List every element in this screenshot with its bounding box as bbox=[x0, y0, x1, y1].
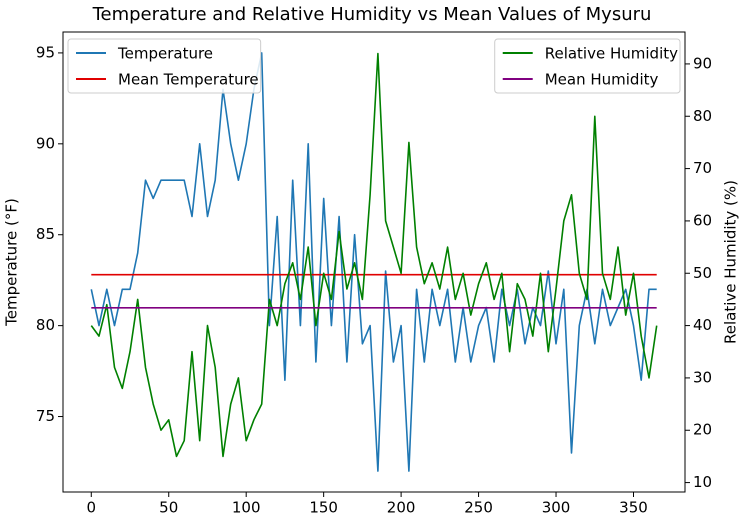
x-tick-label: 50 bbox=[159, 499, 178, 517]
y2-tick-label: 60 bbox=[693, 211, 712, 229]
y-tick-label: 75 bbox=[36, 407, 55, 425]
series-line bbox=[90, 52, 658, 458]
legend-label: Relative Humidity bbox=[545, 45, 678, 63]
y-axis-label: Temperature (°F) bbox=[3, 198, 21, 327]
series-line bbox=[90, 52, 657, 472]
y-tick-label: 80 bbox=[36, 316, 55, 334]
legend: Relative Humidity Mean Humidity bbox=[494, 38, 681, 94]
legend: Temperature Mean Temperature bbox=[67, 38, 262, 94]
x-tick-label: 0 bbox=[86, 499, 96, 517]
y2-tick-label: 50 bbox=[693, 264, 712, 282]
y2-tick-label: 30 bbox=[693, 368, 712, 386]
y2-tick-label: 40 bbox=[693, 316, 712, 334]
y2-tick-label: 20 bbox=[693, 421, 712, 439]
y2-tick-label: 70 bbox=[693, 159, 712, 177]
legend-label: Mean Temperature bbox=[118, 71, 259, 89]
y2-tick-label: 80 bbox=[693, 107, 712, 125]
x-tick-label: 300 bbox=[542, 499, 571, 517]
y-tick-label: 90 bbox=[36, 134, 55, 152]
legend-box bbox=[494, 38, 681, 94]
y-tick-label: 85 bbox=[36, 225, 55, 243]
legend-box bbox=[67, 38, 262, 94]
x-tick-label: 100 bbox=[232, 499, 261, 517]
x-tick-label: 250 bbox=[464, 499, 493, 517]
y2-tick-label: 10 bbox=[693, 473, 712, 491]
legend-label: Temperature bbox=[117, 45, 213, 63]
legend-label: Mean Humidity bbox=[545, 71, 659, 89]
x-tick-label: 200 bbox=[387, 499, 416, 517]
y2-tick-label: 90 bbox=[693, 54, 712, 72]
y2-axis-label: Relative Humidity (%) bbox=[722, 180, 740, 344]
y-tick-label: 95 bbox=[36, 43, 55, 61]
x-tick-label: 150 bbox=[309, 499, 338, 517]
chart-title: Temperature and Relative Humidity vs Mea… bbox=[92, 4, 652, 25]
x-tick-label: 350 bbox=[619, 499, 648, 517]
plot-frame bbox=[62, 31, 686, 493]
